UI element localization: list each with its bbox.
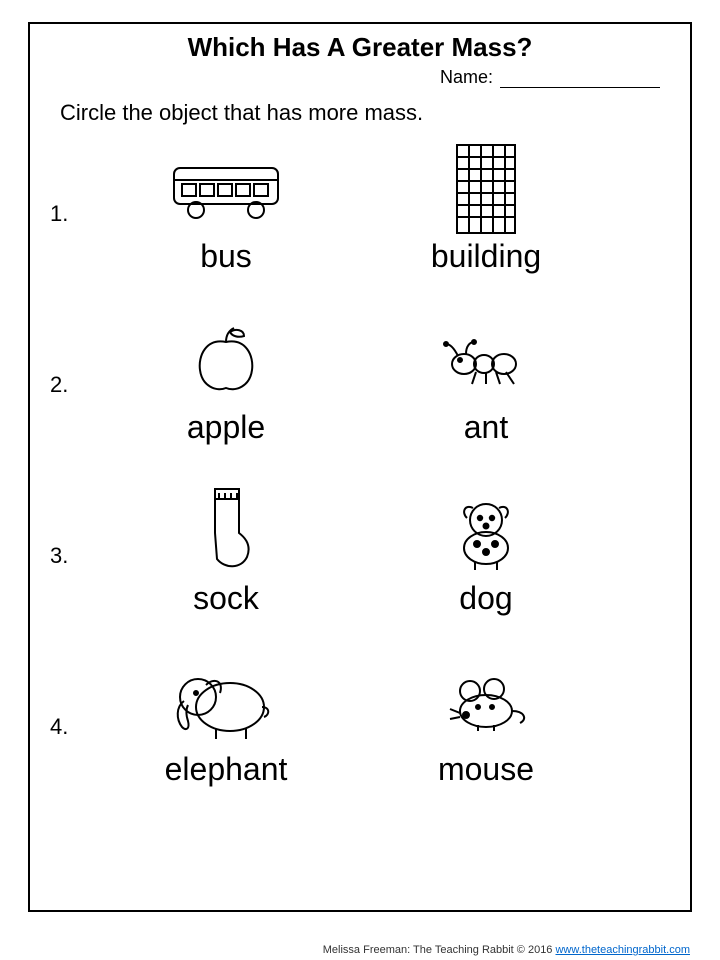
option-label: building bbox=[356, 238, 616, 275]
option-label: dog bbox=[356, 580, 616, 617]
mouse-icon bbox=[356, 657, 616, 747]
worksheet-border: Which Has A Greater Mass? Name: Circle t… bbox=[28, 22, 692, 912]
question-number: 1. bbox=[50, 201, 96, 275]
name-label: Name: bbox=[440, 67, 493, 87]
elephant-icon bbox=[96, 657, 356, 747]
footer-link[interactable]: www.theteachingrabbit.com bbox=[555, 944, 690, 956]
building-icon bbox=[356, 144, 616, 234]
option-label: apple bbox=[96, 409, 356, 446]
option-label: elephant bbox=[96, 751, 356, 788]
instructions: Circle the object that has more mass. bbox=[60, 100, 670, 126]
dog-icon bbox=[356, 486, 616, 576]
option-ant[interactable]: ant bbox=[356, 315, 616, 446]
option-label: mouse bbox=[356, 751, 616, 788]
question-row: 1. bus bbox=[50, 144, 670, 275]
option-label: ant bbox=[356, 409, 616, 446]
name-row: Name: bbox=[50, 67, 670, 88]
option-sock[interactable]: sock bbox=[96, 486, 356, 617]
option-bus[interactable]: bus bbox=[96, 144, 356, 275]
question-row: 4. elephant bbox=[50, 657, 670, 788]
question-number: 3. bbox=[50, 543, 96, 617]
option-mouse[interactable]: mouse bbox=[356, 657, 616, 788]
option-label: sock bbox=[96, 580, 356, 617]
option-dog[interactable]: dog bbox=[356, 486, 616, 617]
footer-text: Melissa Freeman: The Teaching Rabbit © 2… bbox=[323, 944, 556, 956]
name-input-line[interactable] bbox=[500, 73, 660, 88]
option-building[interactable]: building bbox=[356, 144, 616, 275]
page-title: Which Has A Greater Mass? bbox=[50, 32, 670, 63]
option-apple[interactable]: apple bbox=[96, 315, 356, 446]
ant-icon bbox=[356, 315, 616, 405]
question-row: 3. sock bbox=[50, 486, 670, 617]
question-row: 2. apple bbox=[50, 315, 670, 446]
question-number: 4. bbox=[50, 714, 96, 788]
sock-icon bbox=[96, 486, 356, 576]
worksheet-page: Which Has A Greater Mass? Name: Circle t… bbox=[0, 0, 720, 960]
option-label: bus bbox=[96, 238, 356, 275]
option-elephant[interactable]: elephant bbox=[96, 657, 356, 788]
apple-icon bbox=[96, 315, 356, 405]
question-number: 2. bbox=[50, 372, 96, 446]
footer-credit: Melissa Freeman: The Teaching Rabbit © 2… bbox=[323, 944, 690, 956]
bus-icon bbox=[96, 144, 356, 234]
